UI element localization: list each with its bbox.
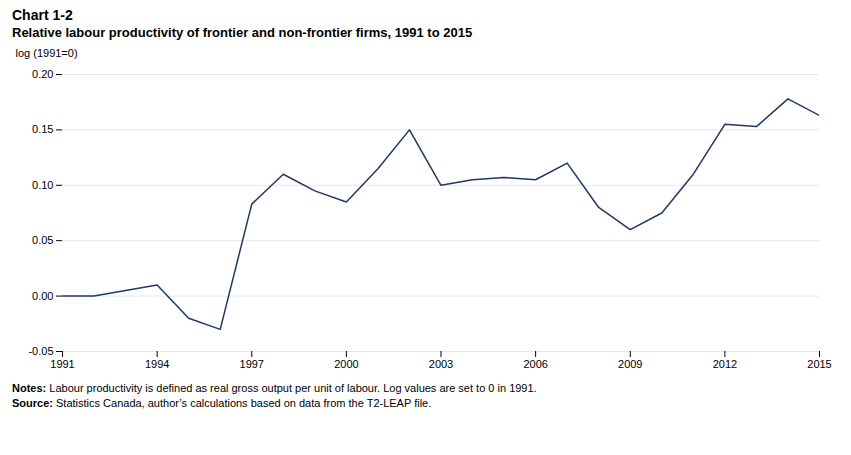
svg-text:2009: 2009: [618, 358, 642, 370]
svg-text:-0.05: -0.05: [28, 345, 53, 357]
svg-text:0.05: 0.05: [32, 234, 53, 246]
html-text:Notes: Labour productivity is: Notes: Labour productivity is defined as…: [12, 382, 537, 394]
html-text:Relative labour productivity o: Relative labour productivity of frontier…: [12, 25, 473, 40]
svg-text:2015: 2015: [807, 358, 831, 370]
html-text:Chart 1-2: Chart 1-2: [12, 7, 73, 23]
svg-text:1991: 1991: [50, 358, 74, 370]
svg-text:1994: 1994: [145, 358, 169, 370]
svg-text:2000: 2000: [334, 358, 358, 370]
html-text:Source: Statistics Canada, aut: Source: Statistics Canada, author’s calc…: [12, 397, 432, 409]
svg-text:0.15: 0.15: [32, 123, 53, 135]
svg-text:0.10: 0.10: [32, 179, 53, 191]
svg-text:log (1991=0): log (1991=0): [16, 47, 78, 59]
svg-text:2012: 2012: [713, 358, 737, 370]
svg-text:0.00: 0.00: [32, 290, 53, 302]
svg-text:1997: 1997: [240, 358, 264, 370]
svg-text:2003: 2003: [429, 358, 453, 370]
svg-text:0.20: 0.20: [32, 68, 53, 80]
svg-text:2006: 2006: [523, 358, 547, 370]
